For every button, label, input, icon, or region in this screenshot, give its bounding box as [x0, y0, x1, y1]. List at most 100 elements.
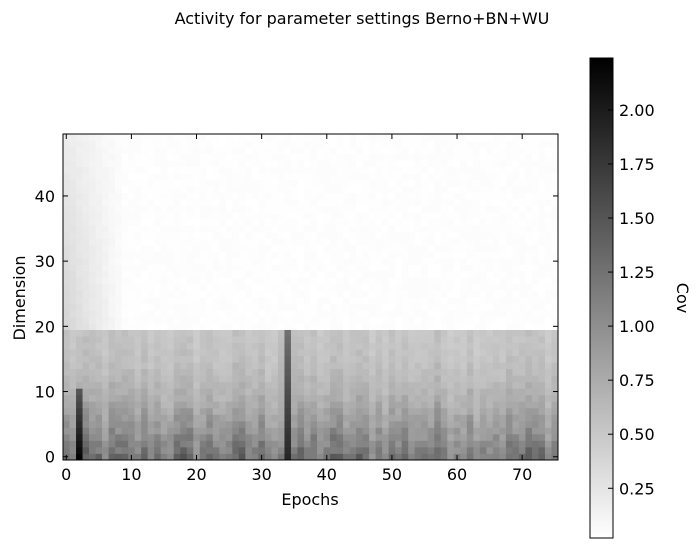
heatmap-cell [421, 368, 429, 376]
heatmap-cell [336, 323, 344, 330]
heatmap-cell [303, 166, 311, 174]
heatmap-cell [76, 244, 83, 252]
heatmap-cell [356, 218, 363, 226]
heatmap-cell [492, 231, 500, 239]
heatmap-cell [277, 192, 285, 200]
heatmap-cell [382, 368, 390, 376]
heatmap-cell [421, 446, 429, 454]
heatmap-cell [212, 303, 220, 311]
heatmap-cell [544, 166, 552, 174]
heatmap-cell [193, 153, 201, 161]
heatmap-cell [447, 205, 455, 213]
heatmap-cell [141, 238, 149, 246]
heatmap-cell [108, 244, 116, 252]
heatmap-cell [115, 368, 123, 376]
heatmap-cell [375, 277, 383, 285]
heatmap-cell [82, 349, 90, 357]
heatmap-cell [440, 179, 448, 187]
heatmap-cell [447, 173, 455, 181]
heatmap-cell [232, 323, 240, 330]
x-tick-label: 70 [512, 465, 532, 484]
heatmap-cell [317, 277, 324, 285]
heatmap-cell [330, 342, 337, 350]
heatmap-cell [460, 205, 468, 213]
heatmap-cell [388, 244, 396, 252]
heatmap-cell [271, 290, 279, 298]
heatmap-cell [401, 244, 409, 252]
heatmap-cell [115, 388, 123, 396]
heatmap-cell [479, 401, 487, 409]
heatmap-cell [193, 140, 201, 148]
heatmap-cell [134, 199, 142, 207]
heatmap-cell [343, 218, 350, 226]
heatmap-cell [349, 199, 357, 207]
heatmap-cell [154, 401, 162, 409]
heatmap-cell [447, 349, 455, 357]
heatmap-cell [303, 192, 311, 200]
heatmap-cell [206, 264, 214, 272]
heatmap-cell [147, 244, 155, 252]
heatmap-cell [303, 231, 311, 239]
heatmap-cell [525, 375, 533, 383]
heatmap-cell [421, 140, 429, 148]
heatmap-cell [427, 290, 435, 298]
heatmap-cell [264, 238, 272, 246]
heatmap-cell [460, 160, 468, 167]
heatmap-cell [343, 270, 350, 278]
heatmap-cell [369, 225, 377, 233]
heatmap-cell [141, 440, 149, 448]
heatmap-cell [154, 153, 162, 161]
heatmap-cell [206, 349, 214, 357]
heatmap-cell [121, 407, 129, 415]
heatmap-cell [167, 407, 175, 415]
heatmap-cell [512, 323, 520, 330]
heatmap-cell [141, 427, 149, 435]
heatmap-cell [479, 433, 487, 441]
heatmap-cell [382, 446, 390, 454]
heatmap-cell [492, 238, 500, 246]
heatmap-cell [219, 297, 227, 304]
heatmap-cell [518, 446, 526, 454]
heatmap-cell [453, 153, 461, 161]
heatmap-cell [531, 453, 539, 461]
heatmap-cell [349, 147, 357, 154]
heatmap-cell [199, 407, 207, 415]
heatmap-cell [492, 218, 500, 226]
heatmap-cell [154, 407, 162, 415]
heatmap-cell [147, 427, 155, 435]
heatmap-cell [251, 407, 259, 415]
heatmap-cell [297, 218, 305, 226]
heatmap-cell [538, 244, 546, 252]
heatmap-cell [76, 446, 83, 454]
heatmap-cell [512, 453, 520, 461]
heatmap-cell [154, 186, 162, 194]
heatmap-cell [76, 368, 83, 376]
heatmap-cell [147, 290, 155, 298]
heatmap-cell [453, 244, 461, 252]
heatmap-cell [434, 394, 442, 402]
heatmap-cell [121, 388, 129, 396]
heatmap-cell [69, 160, 77, 167]
heatmap-cell [388, 342, 396, 350]
heatmap-cell [525, 420, 533, 428]
heatmap-cell [453, 394, 461, 402]
heatmap-cell [317, 173, 324, 181]
heatmap-cell [303, 199, 311, 207]
heatmap-cell [128, 153, 136, 161]
heatmap-cell [121, 401, 129, 409]
heatmap-cell [453, 173, 461, 181]
heatmap-cell [421, 225, 429, 233]
heatmap-cell [551, 349, 559, 357]
heatmap-cell [186, 349, 194, 357]
heatmap-cell [251, 420, 259, 428]
heatmap-cell [356, 134, 363, 141]
heatmap-cell [303, 147, 311, 154]
heatmap-cell [128, 166, 136, 174]
heatmap-cell [421, 381, 429, 389]
heatmap-cell [343, 186, 350, 194]
heatmap-cell [251, 349, 259, 357]
heatmap-cell [199, 440, 207, 448]
heatmap-cell [82, 270, 90, 278]
heatmap-cell [356, 446, 363, 454]
heatmap-cell [388, 407, 396, 415]
